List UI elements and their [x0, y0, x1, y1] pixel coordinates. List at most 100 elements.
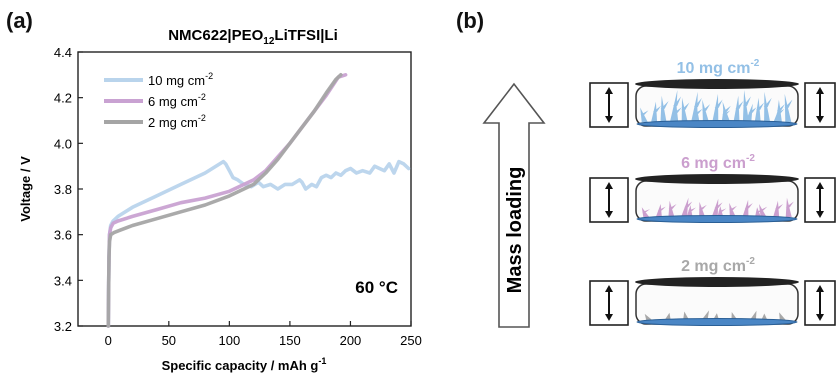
dendrite-spike	[683, 311, 690, 320]
dendrite-branch	[756, 102, 765, 110]
x-tick-label: 200	[340, 333, 362, 348]
dendrite-branch	[698, 204, 707, 210]
cell-1: 10 mg cm-2	[589, 58, 836, 128]
x-axis-label-text: Specific capacity / mAh g	[162, 358, 319, 373]
x-tick-label: 0	[105, 333, 112, 348]
dendrite-branch	[673, 96, 682, 106]
arrow-head-up	[816, 182, 824, 189]
x-tick-label: 150	[279, 333, 301, 348]
arrow-head-down	[605, 211, 613, 218]
dendrite-branch	[660, 101, 669, 109]
y-tick-label: 3.8	[54, 182, 72, 197]
mass-loading-label: Mass loading	[504, 167, 526, 294]
series-line-3	[106, 73, 343, 328]
chart-title: NMC622|PEO12LiTFSI|Li	[168, 27, 338, 47]
y-axis-label: Voltage / V	[18, 156, 33, 222]
dendrite-branch	[776, 104, 785, 111]
dendrite-spike	[664, 312, 671, 320]
arrow-head-up	[816, 285, 824, 292]
dendrite-branch	[784, 99, 793, 108]
dendrite-branch	[681, 102, 690, 110]
panel-a-label: (a)	[6, 8, 33, 33]
chart-title-post: LiTFSI|Li	[274, 27, 337, 44]
x-tick-label: 100	[219, 333, 241, 348]
dendrite-branch	[702, 104, 711, 111]
dendrite-branch	[688, 207, 697, 212]
dendrite-branch	[657, 206, 666, 211]
dendrite-branch	[785, 201, 794, 208]
cell-label: 6 mg cm-2	[681, 153, 755, 172]
dendrite-spike	[686, 205, 693, 217]
dendrite-branch	[744, 203, 753, 209]
lithium-electrode	[636, 318, 798, 326]
dendrite-spike	[644, 313, 653, 320]
y-tick-label: 3.2	[54, 319, 72, 334]
cell-3: 2 mg cm-2	[589, 256, 836, 326]
arrow-head-down	[816, 116, 824, 123]
x-tick-label: 250	[400, 333, 422, 348]
dendrite-branch	[763, 97, 772, 107]
lithium-electrode	[636, 120, 798, 128]
cell-2: 6 mg cm-2	[589, 153, 836, 223]
top-electrode	[635, 79, 799, 89]
dendrite-branch	[722, 105, 731, 112]
dendrite-branch	[759, 206, 768, 211]
dendrite-spike	[749, 310, 757, 320]
dendrite-branch	[714, 99, 723, 108]
arrow-head-up	[605, 87, 613, 94]
dendrite-branch	[693, 97, 702, 107]
y-tick-label: 3.4	[54, 273, 72, 288]
dendrite-branch	[642, 209, 651, 213]
arrow-head-down	[605, 116, 613, 123]
dendrite-branch	[729, 205, 738, 210]
lithium-electrode	[636, 215, 798, 223]
dendrite-spike	[701, 310, 710, 320]
top-electrode	[635, 277, 799, 287]
cell-label: 10 mg cm-2	[677, 58, 760, 77]
dendrite-branch	[748, 107, 757, 113]
arrow-head-up	[605, 285, 613, 292]
arrow-head-down	[605, 314, 613, 321]
top-electrode	[635, 174, 799, 184]
legend-label: 2 mg cm-2	[148, 113, 206, 130]
dendrite-branch	[743, 96, 751, 106]
dendrite-branch	[755, 209, 764, 213]
dendrite-spike	[731, 311, 738, 320]
dendrite-branch	[673, 107, 682, 113]
dendrite-branch	[714, 202, 723, 208]
arrow-head-up	[816, 87, 824, 94]
x-axis-label-sup: -1	[318, 356, 326, 366]
arrow-head-up	[605, 182, 613, 189]
dendrite-branch	[694, 108, 703, 114]
legend-label: 6 mg cm-2	[148, 92, 206, 109]
chart-title-pre: NMC622|PEO	[168, 27, 263, 44]
y-tick-label: 4.2	[54, 91, 72, 106]
dendrite-branch	[735, 101, 744, 109]
dendrite-branch	[775, 204, 784, 209]
y-tick-label: 4.0	[54, 136, 72, 151]
dendrite-spike	[711, 198, 719, 217]
arrow-head-down	[816, 314, 824, 321]
dendrite-branch	[722, 110, 731, 115]
dendrite-branch	[668, 204, 677, 209]
dendrite-branch	[684, 201, 693, 208]
mass-loading-arrow: Mass loading	[482, 82, 546, 328]
cell-label: 2 mg cm-2	[681, 256, 755, 275]
dendrite-branch	[653, 105, 661, 112]
dendrite-spike	[761, 313, 768, 320]
temperature-annotation: 60 °C	[355, 278, 398, 297]
panel-b-label: (b)	[456, 8, 485, 33]
x-tick-label: 50	[162, 333, 176, 348]
y-tick-label: 3.6	[54, 228, 72, 243]
dendrite-spike	[722, 101, 731, 122]
chart-title-sub: 12	[263, 36, 275, 47]
mass-loading-diagram: Mass loading 10 mg cm-2 6 mg cm-2 2 mg cm-…	[482, 58, 836, 328]
legend-label: 10 mg cm-2	[148, 71, 213, 88]
series-line-1	[106, 159, 411, 328]
arrow-head-down	[816, 211, 824, 218]
x-axis-label: Specific capacity / mAh g-1	[162, 356, 327, 373]
dendrite-branch	[718, 208, 727, 212]
dendrite-branch	[640, 110, 649, 115]
y-tick-label: 4.4	[54, 45, 72, 60]
